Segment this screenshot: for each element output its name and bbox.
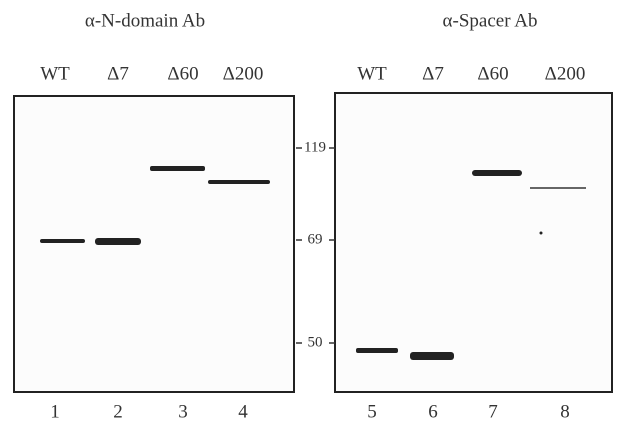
lane-number: 1 (50, 401, 60, 422)
panel-title: α-Spacer Ab (443, 10, 538, 31)
lane-number: 5 (367, 401, 377, 422)
lane-number: 4 (238, 401, 248, 422)
lane-number: 8 (560, 401, 570, 422)
lane-label: WT (40, 63, 70, 84)
band (150, 166, 205, 171)
band (356, 348, 398, 353)
lane-number: 3 (178, 401, 188, 422)
lane-label: Δ200 (223, 63, 264, 84)
blot-figure: α-N-domain Ab α-Spacer Ab 119 69 50 WT Δ7… (0, 0, 622, 427)
marker-label: 69 (308, 231, 323, 247)
panel-title: α-N-domain Ab (85, 10, 205, 31)
speck (540, 232, 543, 235)
band (472, 170, 522, 176)
blot-panel (14, 96, 294, 392)
band (40, 239, 85, 243)
lane-number: 2 (113, 401, 123, 422)
band (95, 238, 141, 245)
blot-panel (335, 93, 612, 392)
band (410, 352, 454, 360)
band (530, 187, 586, 189)
marker-label: 119 (304, 139, 326, 155)
lane-label: Δ7 (107, 63, 129, 84)
lane-number: 7 (488, 401, 498, 422)
lane-number: 6 (428, 401, 438, 422)
lane-label: Δ200 (545, 63, 586, 84)
lane-label: Δ60 (167, 63, 198, 84)
marker-label: 50 (308, 334, 323, 350)
lane-label: Δ7 (422, 63, 444, 84)
lane-label: Δ60 (477, 63, 508, 84)
band (208, 180, 270, 184)
lane-label: WT (357, 63, 387, 84)
